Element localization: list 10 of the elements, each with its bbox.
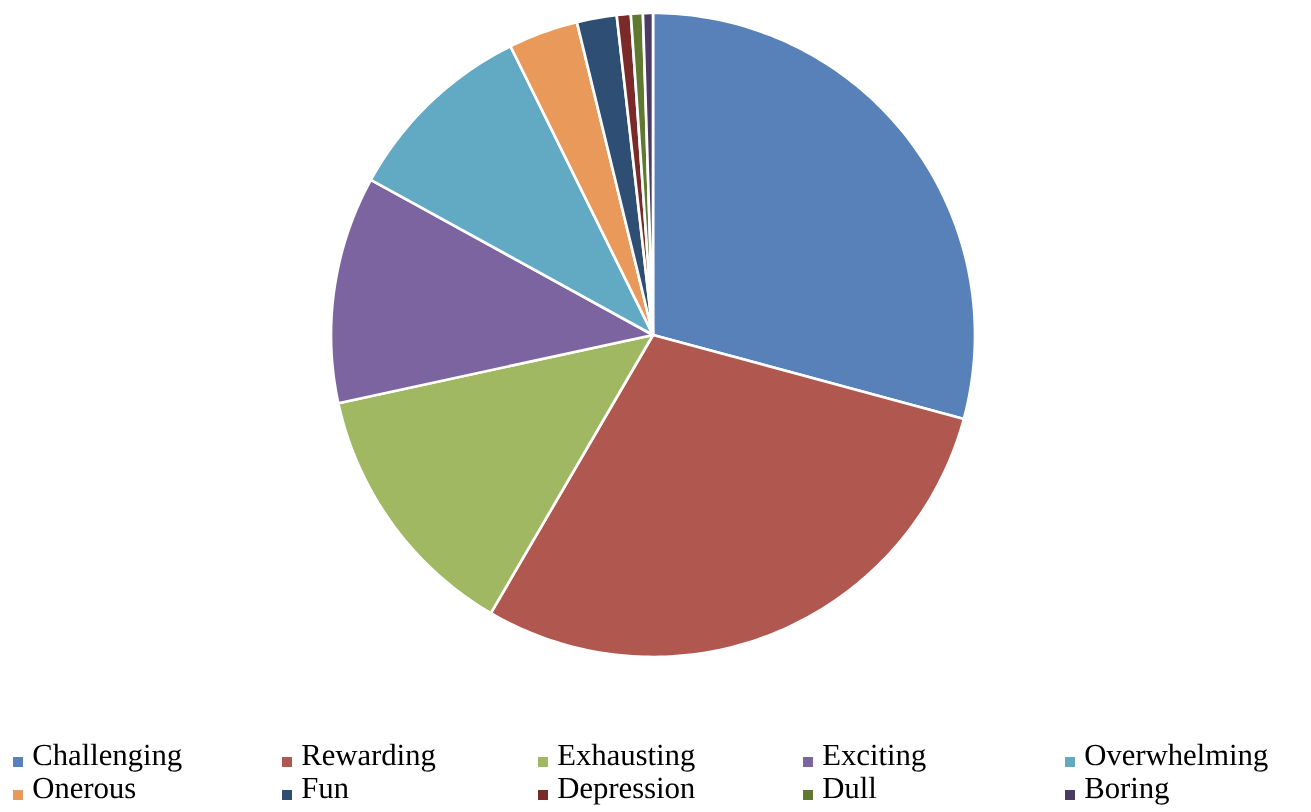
legend-label: Exciting — [823, 744, 926, 772]
legend-label: Exhausting — [558, 743, 695, 772]
legend-label: Rewarding — [302, 743, 436, 772]
legend-label: Challenging — [33, 743, 182, 772]
legend-label: Fun — [302, 777, 349, 799]
legend-label: Depression — [558, 777, 695, 805]
legend-label: Boring — [1085, 777, 1169, 805]
legend-label: Overwhelming — [1085, 743, 1268, 772]
legend-label: Onerous — [33, 777, 136, 799]
legend-label: Dull — [823, 776, 877, 799]
